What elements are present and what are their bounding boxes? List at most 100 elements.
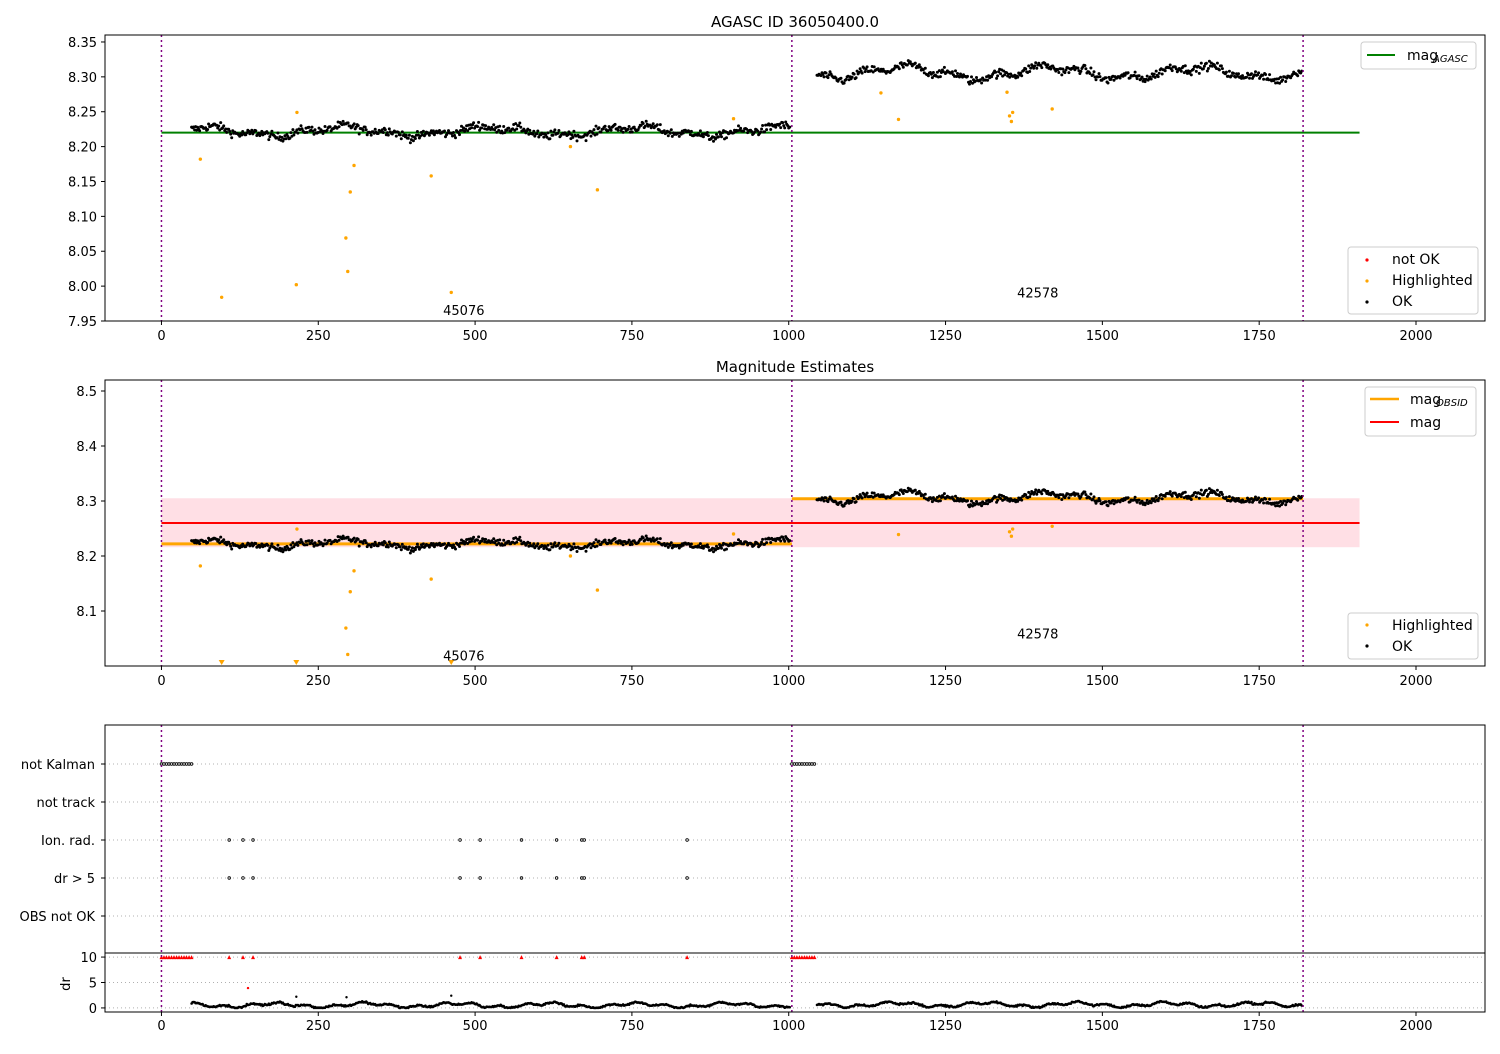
panel1-ok-point bbox=[756, 129, 760, 133]
panel2-ok-point bbox=[1027, 490, 1031, 494]
panel1-ok-point bbox=[394, 134, 398, 138]
panel1-ok-point bbox=[458, 133, 461, 137]
panel2-ok-point bbox=[651, 536, 655, 540]
panel1-ok-point bbox=[313, 128, 317, 132]
highlighted-legend-marker-2 bbox=[1365, 623, 1369, 627]
panel2-line-legend: mag OBSID mag bbox=[1364, 386, 1477, 437]
panel2-ok-point bbox=[763, 542, 767, 546]
panel2-ok-point bbox=[1028, 495, 1032, 499]
panel2-ok-point bbox=[609, 541, 613, 545]
panel2-ok-point bbox=[352, 536, 356, 540]
panel2-ok-point bbox=[399, 548, 403, 552]
panel1-ok-point bbox=[1168, 63, 1172, 67]
panel2-ok-point bbox=[1227, 495, 1231, 499]
panel1-ok-point bbox=[369, 133, 373, 137]
panel1-ok-point bbox=[484, 124, 488, 128]
panel1-ok-point bbox=[995, 76, 999, 80]
panel1-ok-point bbox=[609, 128, 613, 132]
panel1-ok-point bbox=[477, 120, 481, 124]
panel1-ok-point bbox=[1278, 81, 1282, 85]
panel2-ok-point bbox=[1262, 501, 1266, 505]
panel1-ok-point bbox=[373, 127, 377, 131]
panel1-ok-point bbox=[842, 81, 846, 85]
panel1-ok-point bbox=[376, 132, 380, 135]
panel2-ok-point bbox=[515, 540, 519, 544]
panel2-ok-point bbox=[658, 537, 662, 541]
panel1-xtick-label: 1500 bbox=[1086, 329, 1119, 344]
panel1-ok-point bbox=[913, 61, 917, 65]
panel3-xtick-label: 1250 bbox=[929, 1019, 962, 1034]
panel1-ok-point bbox=[1248, 76, 1251, 80]
panel2-ok-point bbox=[299, 538, 303, 542]
flag-row-label: OBS not OK bbox=[20, 910, 96, 925]
panel1-ok-point bbox=[1098, 75, 1102, 79]
panel1-obsid-label: 42578 bbox=[1017, 286, 1058, 301]
panel1-ok-point bbox=[643, 124, 647, 128]
panel2-ok-point bbox=[532, 542, 536, 546]
panel1-ok-point bbox=[899, 61, 903, 65]
panel2-ytick-label: 8.4 bbox=[76, 440, 97, 455]
panel1-ok-point bbox=[222, 124, 226, 128]
panel2-ok-point bbox=[913, 488, 917, 492]
panel1-highlighted-point bbox=[344, 236, 348, 240]
panel3-marks: not Kalman not track Ion. rad. dr > 5 OBS no… bbox=[20, 724, 1486, 1034]
panel1-ok-point bbox=[289, 131, 293, 135]
panel1-highlighted-point bbox=[295, 110, 299, 115]
panel1-ok-point bbox=[1152, 72, 1156, 76]
panel2-ok-point bbox=[759, 543, 763, 546]
panel1-ok-point bbox=[852, 72, 856, 76]
panel2-ok-point bbox=[788, 539, 792, 543]
panel1-ok-point bbox=[1205, 69, 1209, 73]
panel1-ok-point bbox=[1035, 66, 1039, 70]
panel2-ok-point bbox=[373, 540, 377, 544]
flag-point bbox=[519, 876, 524, 880]
panel1-ytick-label: 8.05 bbox=[68, 245, 97, 260]
panel1-ok-point bbox=[942, 65, 946, 69]
dr-axis-label: dr bbox=[59, 977, 74, 991]
panel2-highlighted-point bbox=[1009, 534, 1014, 538]
panel2-ok-point bbox=[644, 534, 648, 538]
flag-row-label: not Kalman bbox=[21, 758, 95, 773]
panel2-ytick-label: 8.3 bbox=[76, 495, 97, 510]
panel2-highlighted-point bbox=[429, 577, 433, 581]
panel1-ok-point bbox=[1281, 78, 1285, 82]
panel1-ok-point bbox=[681, 131, 685, 135]
panel1-ok-point bbox=[460, 124, 463, 128]
panel1-highlighted-point bbox=[595, 188, 600, 192]
panel2-highlighted-point bbox=[352, 569, 356, 573]
panel2-ok-point bbox=[1060, 498, 1064, 501]
panel2-ok-point bbox=[492, 537, 496, 541]
panel1-ok-point bbox=[503, 131, 507, 135]
panel2-ok-point bbox=[942, 492, 946, 496]
panel1-ok-point bbox=[1135, 77, 1139, 81]
flag-row-label: Ion. rad. bbox=[41, 834, 95, 849]
dr-capped-marker bbox=[172, 955, 176, 960]
panel1-ok-point bbox=[1133, 70, 1137, 74]
dr-point bbox=[246, 986, 250, 990]
dr-point bbox=[450, 994, 453, 997]
panel2-ok-point bbox=[413, 548, 417, 552]
panel2-ok-point bbox=[206, 541, 210, 544]
panel2-title: Magnitude Estimates bbox=[716, 358, 874, 376]
panel2-ok-point bbox=[1145, 498, 1149, 502]
ok-legend-marker bbox=[1365, 300, 1369, 304]
panel2-ok-point bbox=[1024, 493, 1028, 497]
panel1-ok-point bbox=[737, 124, 740, 128]
panel1-ok-point bbox=[322, 129, 326, 133]
dr-capped-marker bbox=[809, 955, 814, 960]
mag-agasc-legend-main: mag bbox=[1407, 48, 1438, 64]
panel1-highlighted-point bbox=[879, 91, 883, 95]
panel1-ok-point bbox=[923, 66, 927, 70]
panel1-ok-point bbox=[532, 129, 536, 133]
panel1-ok-point bbox=[917, 63, 921, 67]
flag-point bbox=[554, 838, 559, 842]
panel1-ok-point bbox=[1241, 74, 1244, 78]
panel2-ok-point bbox=[198, 542, 202, 546]
panel2-ok-point bbox=[717, 546, 720, 550]
panel1-ok-point bbox=[956, 72, 959, 75]
panel1-ok-point bbox=[778, 122, 782, 126]
panel1-ok-point bbox=[1118, 76, 1122, 80]
flag-point bbox=[227, 838, 231, 842]
panel2-ok-point bbox=[594, 538, 598, 542]
panel2-ok-point bbox=[613, 537, 617, 540]
